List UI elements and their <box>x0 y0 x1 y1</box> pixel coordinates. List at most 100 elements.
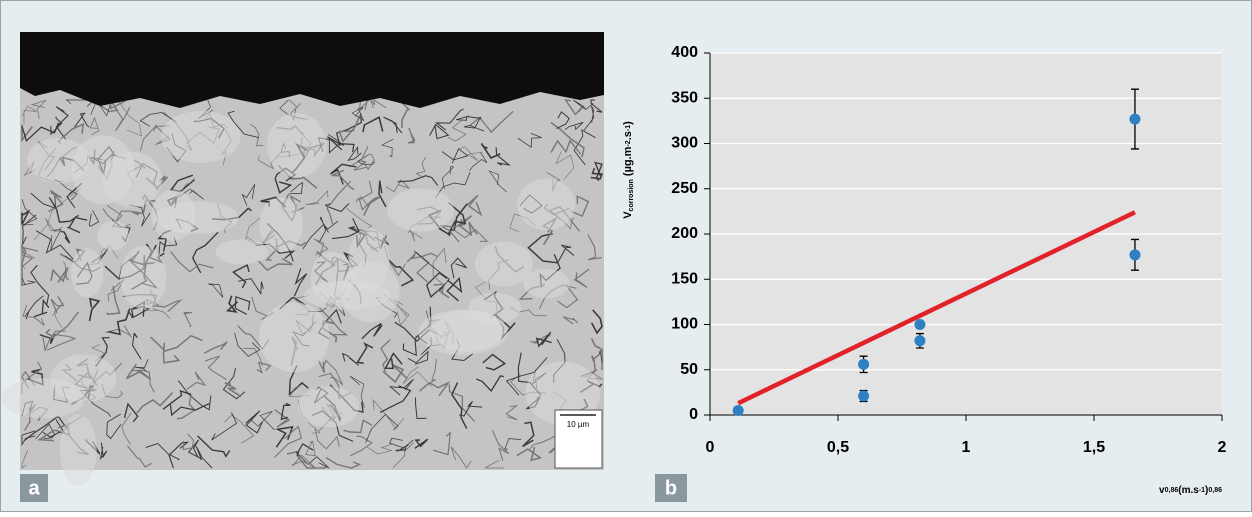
grain-boundary <box>415 156 427 179</box>
micrograph-dark-band <box>20 32 604 108</box>
grain-boundary <box>351 106 365 122</box>
grain-boundary <box>211 412 238 441</box>
grain-boundary <box>39 333 56 344</box>
grain <box>97 220 129 251</box>
grain-boundary <box>564 121 584 131</box>
grain-boundary <box>435 172 471 198</box>
grain-boundary <box>60 230 71 244</box>
grain-boundary <box>231 264 250 289</box>
micrograph-texture <box>1 97 604 487</box>
grain <box>70 248 104 298</box>
fit-line <box>737 210 1136 406</box>
grain-boundary <box>331 169 355 191</box>
axis-label-part: v <box>1159 485 1165 496</box>
axis-label: Vcorrosion (µg.m-2.s-1) <box>622 121 635 219</box>
grain-boundary <box>225 295 239 313</box>
grain-boundary <box>457 221 478 237</box>
y-tick-label: 400 <box>671 44 698 61</box>
grain-boundary <box>341 352 360 366</box>
grain-boundary <box>145 442 180 461</box>
grain-boundary <box>175 188 205 200</box>
grain-boundary <box>358 180 375 211</box>
grain-boundary <box>362 116 384 133</box>
grain-boundary <box>325 457 362 469</box>
grain-boundary <box>522 421 535 448</box>
grain-boundary <box>73 112 90 128</box>
x-tick-label: 0,5 <box>827 439 849 456</box>
panel-label: b <box>665 477 677 499</box>
grain-boundary <box>227 110 259 139</box>
grain-boundary <box>495 147 511 166</box>
grain-boundary <box>30 265 50 305</box>
axis-label-part: ) <box>1205 485 1208 496</box>
grain-boundary <box>168 441 190 469</box>
grain-boundary <box>587 234 603 261</box>
grain-boundary <box>293 268 308 297</box>
grain-boundary <box>113 105 131 132</box>
grain-boundary <box>162 342 181 364</box>
grain-boundary <box>42 330 67 353</box>
grain-boundary <box>408 229 423 242</box>
grain-boundary <box>274 409 291 428</box>
y-tick-label: 50 <box>680 361 698 378</box>
grain-boundary <box>361 322 383 340</box>
grain-boundary <box>195 446 213 469</box>
grain-boundary <box>132 369 155 393</box>
x-tick-label: 2 <box>1218 439 1227 456</box>
grain-boundary <box>383 116 403 134</box>
grain <box>215 239 269 265</box>
y-tick-label: 0 <box>689 406 698 423</box>
grain-boundary <box>107 308 131 336</box>
grain-boundary <box>432 247 447 284</box>
axis-label-part: 0,86 <box>1208 487 1222 494</box>
grain-boundary <box>555 151 575 180</box>
grain-boundary <box>21 122 60 142</box>
grain-boundary <box>435 108 464 131</box>
grain-boundary <box>89 116 100 136</box>
grain-boundary <box>557 244 575 263</box>
grain <box>59 414 97 487</box>
point <box>914 319 926 330</box>
y-tick-label: 250 <box>671 180 698 197</box>
grain-boundary <box>288 365 309 397</box>
grain-boundary <box>414 438 429 449</box>
grain-boundary <box>433 283 450 299</box>
grain-boundary <box>347 145 362 162</box>
grain-boundary <box>241 184 256 207</box>
grain <box>120 245 167 310</box>
grain-boundary <box>42 419 65 438</box>
grain-boundary <box>152 299 183 312</box>
panel-label-box <box>655 474 687 502</box>
grain-boundary <box>349 375 365 409</box>
grain-boundary <box>441 165 455 189</box>
axis-label: v0,86(m.s-1)0,86 <box>1159 485 1222 496</box>
grain <box>517 178 576 231</box>
grain-boundary <box>480 142 501 160</box>
grain <box>387 188 455 232</box>
grain-boundary <box>343 419 373 434</box>
grain-boundary <box>527 232 558 264</box>
grain-boundary <box>191 231 219 274</box>
grain-boundary <box>505 405 519 421</box>
grain-boundary <box>590 309 603 335</box>
grain-boundary <box>186 371 207 390</box>
grain-boundary <box>147 308 171 319</box>
grain-boundary <box>590 99 603 113</box>
grain-boundary <box>169 174 195 193</box>
point <box>914 335 926 347</box>
grain-boundary <box>361 145 375 171</box>
y-tick-label: 150 <box>671 270 698 287</box>
grain-boundary <box>330 163 357 185</box>
grain-boundary <box>441 148 469 164</box>
grain <box>266 112 327 178</box>
grain-boundary <box>447 120 467 142</box>
grain <box>429 309 504 352</box>
point <box>1129 113 1141 125</box>
grain-boundary <box>131 332 142 360</box>
grain-boundary <box>99 442 108 461</box>
grain-boundary <box>504 438 522 450</box>
grain-boundary <box>556 111 570 130</box>
grain-boundary <box>355 196 368 206</box>
grain <box>259 197 304 252</box>
